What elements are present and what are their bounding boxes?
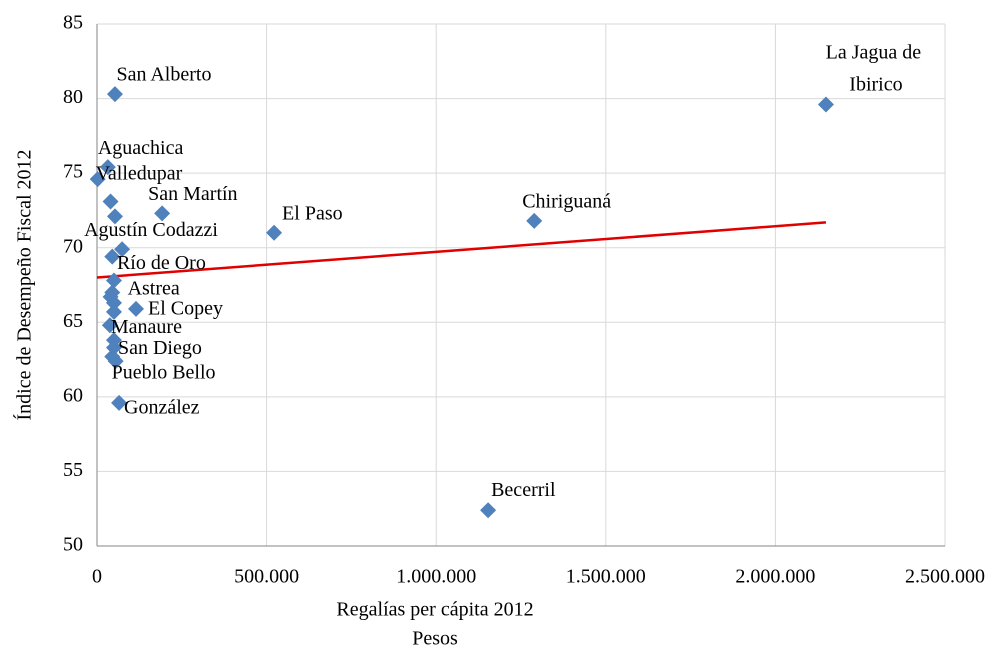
data-point (266, 224, 283, 241)
data-point (105, 272, 122, 289)
data-label: Agustín Codazzi (84, 219, 218, 241)
data-label: Manaure (111, 316, 182, 338)
data-label: Río de Oro (117, 252, 206, 274)
y-tick-label: 85 (63, 12, 83, 34)
data-point (105, 303, 122, 320)
trendline (96, 221, 827, 279)
x-axis-unit: Pesos (412, 628, 458, 650)
y-tick-label: 50 (63, 534, 83, 556)
data-label: Aguachica (98, 137, 184, 159)
y-axis-title: Índice de Desempeño Fiscal 2012 (13, 149, 36, 420)
y-tick-label: 55 (63, 459, 83, 481)
data-label: Becerril (491, 479, 556, 501)
data-label: El Copey (148, 297, 223, 319)
x-tick-label: 2.000.000 (735, 566, 815, 588)
data-label: San Martín (148, 183, 237, 205)
label-line: La Jagua de (826, 41, 927, 63)
data-point (105, 294, 122, 311)
y-tick-label: 75 (63, 161, 83, 183)
data-point (128, 300, 145, 317)
label-line: Ibirico (849, 73, 902, 95)
data-point (99, 159, 116, 176)
y-tick-label: 60 (63, 384, 83, 406)
data-point (102, 193, 119, 210)
data-label: El Paso (282, 202, 343, 224)
x-axis-title: Regalías per cápita 2012 (336, 599, 533, 621)
x-tick-label: 1.000.000 (396, 566, 476, 588)
data-point (111, 394, 128, 411)
data-point (154, 205, 171, 222)
data-point (106, 86, 123, 103)
data-point (817, 96, 834, 113)
data-point (106, 208, 123, 225)
data-point (107, 353, 124, 370)
y-tick-label: 80 (63, 86, 83, 108)
data-label: San Alberto (116, 64, 211, 86)
data-point (526, 212, 543, 229)
data-point (101, 317, 118, 334)
data-label: Astrea (128, 278, 180, 300)
x-tick-label: 1.500.000 (566, 566, 646, 588)
data-point (114, 241, 131, 258)
data-point (104, 248, 121, 265)
x-tick-label: 0 (92, 566, 102, 588)
data-label: Pueblo Bello (112, 362, 216, 384)
data-point (89, 171, 106, 188)
y-tick-label: 65 (63, 310, 83, 332)
data-label: Chiriguaná (522, 190, 611, 212)
x-tick-label: 2.500.000 (905, 566, 985, 588)
data-point (480, 502, 497, 519)
data-label: La Jagua de Ibirico (826, 41, 927, 95)
data-label: San Diego (118, 337, 202, 359)
data-label: González (124, 396, 200, 418)
x-tick-label: 500.000 (234, 566, 299, 588)
y-tick-label: 70 (63, 235, 83, 257)
data-label: Valledupar (96, 163, 183, 185)
